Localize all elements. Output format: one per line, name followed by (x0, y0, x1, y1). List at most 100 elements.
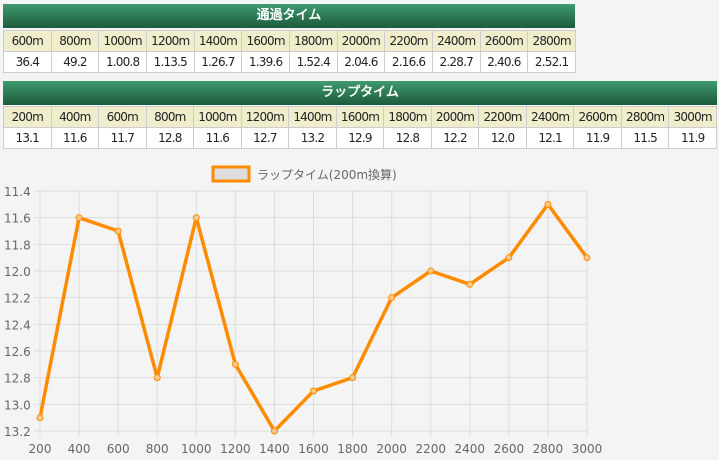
x-tick-label: 1600 (298, 442, 329, 456)
x-tick-label: 200 (29, 442, 52, 456)
column-header: 3000m (668, 106, 717, 128)
y-tick-label: 11.4 (4, 185, 31, 199)
x-tick-label: 2600 (494, 442, 525, 456)
table-cell: 12.2 (430, 127, 480, 149)
y-tick-label: 13.2 (4, 425, 31, 439)
x-tick-label: 1200 (220, 442, 251, 456)
column-header: 1400m (193, 30, 243, 52)
lap-time-header: ラップタイム (3, 81, 717, 105)
table-cell: 2.04.6 (336, 51, 386, 73)
column-header: 2800m (527, 30, 576, 52)
x-tick-label: 1400 (259, 442, 290, 456)
x-tick-label: 1000 (181, 442, 212, 456)
table-cell: 2.16.6 (384, 51, 433, 73)
column-header: 800m (145, 106, 195, 128)
x-tick-label: 2200 (415, 442, 446, 456)
y-tick-label: 12.8 (4, 372, 31, 386)
y-tick-label: 12.0 (4, 265, 31, 279)
column-header: 2600m (479, 30, 529, 52)
data-point (270, 427, 278, 435)
table-cell: 11.5 (620, 127, 670, 149)
table-cell: 12.8 (145, 127, 195, 149)
table-cell: 2.52.1 (527, 51, 576, 73)
data-point (583, 254, 591, 262)
table-cell: 2.40.6 (479, 51, 529, 73)
column-header: 2600m (573, 106, 622, 128)
column-header: 2400m (525, 106, 575, 128)
table-cell: 1.00.8 (98, 51, 147, 73)
data-point (388, 294, 396, 302)
column-header: 2200m (384, 30, 433, 52)
column-header: 1600m (335, 106, 385, 128)
x-tick-label: 2000 (376, 442, 407, 456)
column-header: 2200m (478, 106, 527, 128)
y-tick-label: 11.6 (4, 212, 31, 226)
column-header: 400m (50, 106, 100, 128)
data-point (505, 254, 513, 262)
table-cell: 11.7 (98, 127, 147, 149)
data-point (36, 414, 44, 422)
passing-time-header: 通過タイム (3, 4, 575, 28)
table-cell: 11.9 (573, 127, 622, 149)
column-header: 1000m (193, 106, 242, 128)
x-tick-label: 3000 (572, 442, 603, 456)
x-tick-label: 2800 (533, 442, 564, 456)
table-cell: 13.1 (3, 127, 52, 149)
table-cell: 11.9 (668, 127, 717, 149)
table-cell: 36.4 (3, 51, 52, 73)
table-cell: 12.9 (335, 127, 385, 149)
column-header: 2000m (336, 30, 386, 52)
data-point (114, 227, 122, 235)
y-tick-label: 12.4 (4, 318, 31, 332)
data-point (466, 280, 474, 288)
column-header: 200m (3, 106, 52, 128)
table-cell: 1.52.4 (288, 51, 338, 73)
passing-time-table: 600m 800m 1000m 1200m 1400m 1600m 1800m 2000m 22… (3, 30, 576, 73)
x-tick-label: 800 (146, 442, 169, 456)
column-header: 600m (3, 30, 52, 52)
data-point (153, 374, 161, 382)
x-tick-label: 2400 (455, 442, 486, 456)
column-header: 1800m (288, 30, 338, 52)
column-header: 2800m (620, 106, 670, 128)
x-tick-label: 600 (107, 442, 130, 456)
table-cell: 1.26.7 (193, 51, 243, 73)
column-header: 1800m (383, 106, 432, 128)
column-header: 1600m (241, 30, 290, 52)
data-point (427, 267, 435, 275)
table-cell: 12.0 (478, 127, 527, 149)
table-cell: 12.8 (383, 127, 432, 149)
legend-swatch (211, 165, 251, 183)
data-point (192, 214, 200, 222)
column-header: 1200m (145, 30, 195, 52)
table-cell: 2.28.7 (431, 51, 481, 73)
x-tick-label: 1800 (337, 442, 368, 456)
table-cell: 11.6 (50, 127, 100, 149)
data-point (231, 360, 239, 368)
y-tick-label: 12.2 (4, 292, 31, 306)
y-tick-label: 13.0 (4, 398, 31, 412)
table-cell: 12.1 (525, 127, 575, 149)
data-point (75, 214, 83, 222)
column-header: 800m (50, 30, 100, 52)
data-point (310, 387, 317, 395)
column-header: 600m (98, 106, 147, 128)
x-tick-label: 400 (68, 442, 91, 456)
column-header: 2400m (431, 30, 481, 52)
data-point (349, 374, 357, 382)
column-header: 1000m (98, 30, 147, 52)
column-header: 1200m (240, 106, 290, 128)
column-header: 1400m (288, 106, 337, 128)
y-tick-label: 11.8 (4, 238, 31, 252)
table-cell: 13.2 (288, 127, 337, 149)
table-cell: 12.7 (240, 127, 290, 149)
column-header: 2000m (430, 106, 480, 128)
table-cell: 49.2 (50, 51, 100, 73)
lap-time-chart: 11.4 11.6 11.8 12.0 12.2 12.4 12.6 12.8 13.0 13.2… (4, 165, 603, 456)
table-cell: 1.39.6 (241, 51, 290, 73)
lap-time-table: 200m 400m 600m 800m 1000m 1200m 1400m 1600m 1800… (3, 106, 717, 149)
legend-label: ラップタイム(200m換算) (257, 167, 397, 182)
y-tick-label: 12.6 (4, 345, 31, 359)
table-cell: 11.6 (193, 127, 242, 149)
data-point (544, 200, 552, 208)
